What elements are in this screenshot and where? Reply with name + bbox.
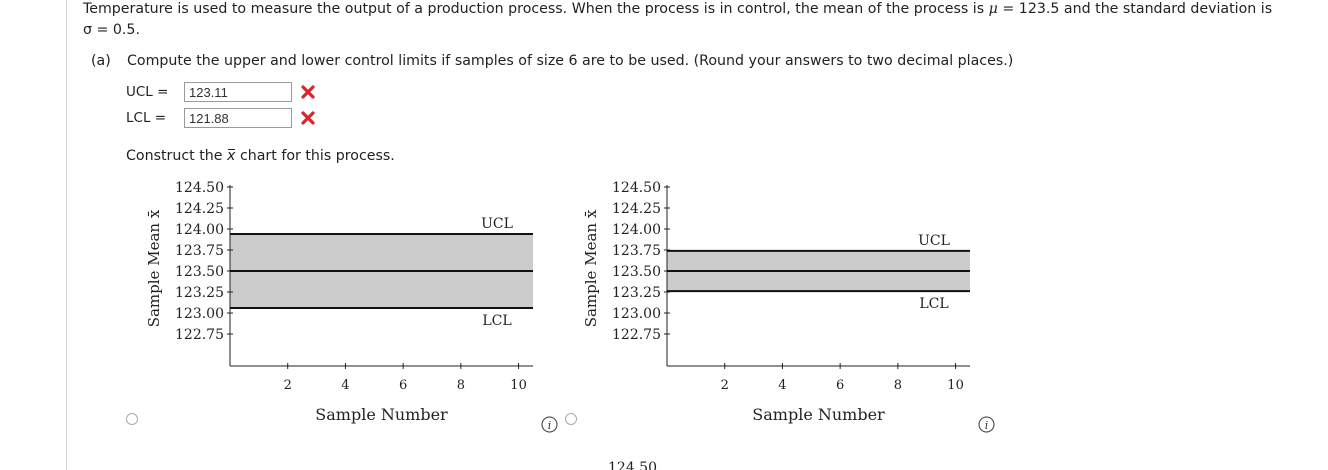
x-tick-label: 8 xyxy=(457,378,465,393)
part-a-question: (a) Compute the upper and lower control l… xyxy=(91,53,1013,69)
x-tick-label: 8 xyxy=(894,378,902,393)
lcl-line-label: LCL xyxy=(482,313,511,329)
ucl-label: UCL = xyxy=(126,84,169,100)
ucl-line-label: UCL xyxy=(918,233,950,249)
ucl-answer-row: UCL = 123.11 xyxy=(126,81,316,103)
mu-expression: = 123.5 and the standard deviation is xyxy=(997,1,1273,17)
xbar-symbol: x xyxy=(227,148,236,164)
incorrect-icon xyxy=(301,85,315,99)
y-tick-label: 123.25 xyxy=(612,285,661,301)
y-tick-label: 124.50 xyxy=(612,180,661,196)
y-tick-label: 123.75 xyxy=(612,243,661,259)
chart-svg: 124.50 124.25 124.00 123.75 123.50 123.25 123.… xyxy=(145,180,533,424)
x-tick-label: 6 xyxy=(836,378,844,393)
lcl-line-label: LCL xyxy=(919,296,948,312)
problem-text: Temperature is used to measure the outpu… xyxy=(83,1,989,17)
y-tick-label: 122.75 xyxy=(612,327,661,343)
part-a-text: Compute the upper and lower control limi… xyxy=(127,53,1014,69)
x-tick-label: 10 xyxy=(510,378,527,393)
x-tick-label: 6 xyxy=(399,378,407,393)
ucl-line-label: UCL xyxy=(481,216,513,232)
y-tick-label: 123.50 xyxy=(612,264,661,280)
info-icon[interactable]: i xyxy=(978,416,995,433)
x-tick-label: 2 xyxy=(284,378,292,393)
y-tick-label: 124.00 xyxy=(175,222,224,238)
lcl-input[interactable]: 121.88 xyxy=(184,108,292,128)
x-tick-label: 2 xyxy=(721,378,729,393)
xbar-chart-option-2: 124.50 124.25 124.00 123.75 123.50 123.25 123.… xyxy=(577,176,1007,424)
svg-text:i: i xyxy=(985,419,989,432)
next-chart-partial-tick: 124.50 xyxy=(608,461,657,470)
x-axis-title: Sample Number xyxy=(315,405,448,424)
lcl-answer-row: LCL = 121.88 xyxy=(126,107,316,129)
x-tick-label: 10 xyxy=(947,378,964,393)
ucl-input[interactable]: 123.11 xyxy=(184,82,292,102)
y-axis-title: Sample Mean x̄ xyxy=(145,209,163,327)
mu-symbol: μ xyxy=(988,1,998,17)
y-tick-label: 123.00 xyxy=(175,306,224,322)
svg-text:i: i xyxy=(548,419,552,432)
construct-instruction: Construct the x chart for this process. xyxy=(126,148,395,164)
problem-statement: Temperature is used to measure the outpu… xyxy=(83,0,1313,20)
y-tick-label: 123.50 xyxy=(175,264,224,280)
incorrect-icon xyxy=(301,111,315,125)
part-a-label: (a) xyxy=(91,53,111,69)
chart-option-1-radio[interactable] xyxy=(126,413,138,425)
chart-option-2-radio[interactable] xyxy=(565,413,577,425)
sigma-line: σ = 0.5. xyxy=(83,22,140,38)
x-tick-label: 4 xyxy=(778,378,786,393)
y-tick-label: 122.75 xyxy=(175,327,224,343)
y-tick-label: 123.00 xyxy=(612,306,661,322)
y-tick-label: 124.25 xyxy=(612,201,661,217)
y-tick-label: 123.75 xyxy=(175,243,224,259)
left-margin-rule xyxy=(66,0,67,470)
lcl-label: LCL = xyxy=(126,110,167,126)
y-tick-label: 124.50 xyxy=(175,180,224,196)
construct-text-end: chart for this process. xyxy=(235,148,395,164)
y-tick-label: 123.25 xyxy=(175,285,224,301)
xbar-chart-option-1: 124.50 124.25 124.00 123.75 123.50 123.25 123.… xyxy=(140,176,570,424)
info-icon[interactable]: i xyxy=(541,416,558,433)
y-axis-title: Sample Mean x̄ xyxy=(582,209,600,327)
y-tick-label: 124.25 xyxy=(175,201,224,217)
x-tick-label: 4 xyxy=(341,378,349,393)
chart-svg: 124.50 124.25 124.00 123.75 123.50 123.25 123.… xyxy=(582,180,970,424)
construct-text: Construct the xyxy=(126,148,228,164)
y-tick-label: 124.00 xyxy=(612,222,661,238)
x-axis-title: Sample Number xyxy=(752,405,885,424)
